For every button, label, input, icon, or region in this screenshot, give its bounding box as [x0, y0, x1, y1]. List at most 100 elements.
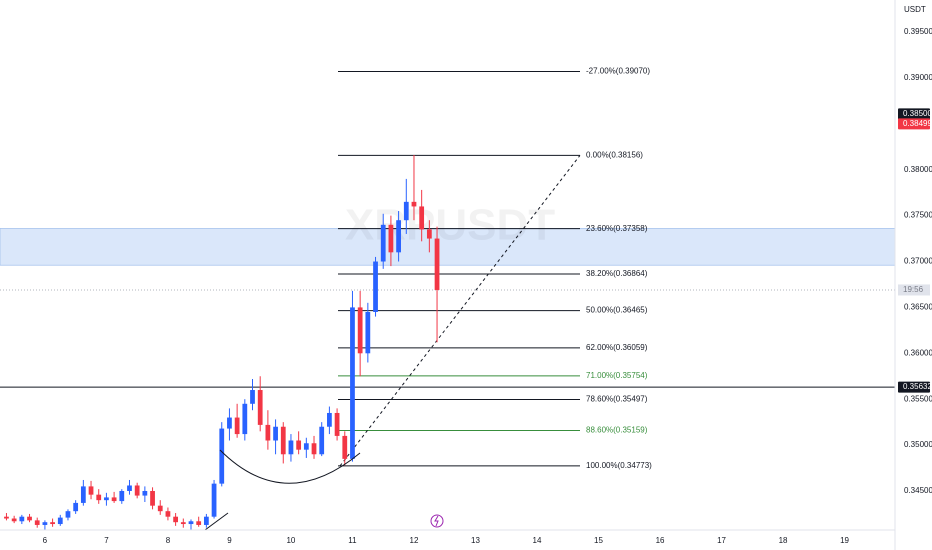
y-tick-label: 0.35500: [904, 394, 932, 403]
x-tick-label: 17: [717, 536, 726, 545]
candle-body: [134, 485, 140, 496]
candle-body: [242, 403, 248, 435]
candle-body: [50, 522, 55, 525]
y-tick-label: 0.37000: [904, 257, 932, 266]
x-tick-label: 13: [471, 536, 480, 545]
candle-body: [196, 521, 202, 525]
candle-body: [357, 307, 363, 354]
candle-body: [203, 516, 209, 525]
zone: [0, 228, 896, 266]
currency-label: USDT: [904, 5, 926, 14]
fib-level-label: 23.60%(0.37358): [586, 224, 648, 233]
price-label: 0.38500: [903, 109, 932, 118]
price-label: 0.35632: [903, 382, 932, 391]
candle-body: [96, 494, 102, 501]
candle-body: [327, 412, 332, 427]
candle-body: [188, 521, 194, 525]
fib-level-label: -27.00%(0.39070): [586, 67, 650, 76]
candle-body: [350, 307, 355, 459]
candle-body: [319, 426, 325, 455]
candle-body: [365, 311, 371, 354]
candle-body: [104, 497, 109, 501]
price-label-bg: [898, 381, 930, 393]
candle-body: [342, 435, 348, 459]
candle-body: [280, 426, 286, 455]
candle-body: [373, 261, 378, 312]
price-label: 0.38499: [903, 119, 932, 128]
x-tick-label: 14: [533, 536, 542, 545]
fib-level-label: 0.00%(0.38156): [586, 151, 643, 160]
candle-body: [119, 490, 125, 502]
x-tick-label: 6: [43, 536, 48, 545]
candle-body: [80, 486, 86, 503]
candle-body: [303, 443, 309, 450]
candle-body: [211, 483, 217, 517]
candle-body: [311, 443, 317, 455]
candle-body: [234, 417, 240, 435]
candle-body: [250, 390, 255, 404]
price-label-bg: [898, 108, 930, 120]
fib-level-label: 78.60%(0.35497): [586, 395, 648, 404]
candle-body: [403, 201, 409, 221]
candle-body: [34, 520, 40, 525]
x-tick-label: 10: [286, 536, 295, 545]
y-tick-label: 0.36500: [904, 303, 932, 312]
candle-body: [434, 238, 440, 290]
x-tick-label: 18: [779, 536, 788, 545]
x-tick-label: 9: [227, 536, 232, 545]
y-tick-label: 0.37500: [904, 211, 932, 220]
y-tick-label: 0.39000: [904, 73, 932, 82]
candle-body: [411, 201, 417, 207]
candle-body: [27, 516, 32, 521]
candle-body: [4, 516, 9, 519]
x-tick-label: 15: [594, 536, 603, 545]
candle-body: [219, 428, 225, 484]
x-tick-label: 16: [656, 536, 665, 545]
y-tick-label: 0.35000: [904, 440, 932, 449]
candle-body: [296, 440, 302, 450]
y-tick-label: 0.34500: [904, 486, 932, 495]
candle-body: [273, 426, 278, 441]
countdown-label: 19:56: [903, 285, 924, 294]
candle-body: [19, 516, 25, 522]
candle-body: [157, 505, 163, 512]
fib-level-label: 50.00%(0.36465): [586, 306, 648, 315]
fib-level-label: 71.00%(0.35754): [586, 371, 648, 380]
x-tick-label: 11: [348, 536, 357, 545]
candle-body: [426, 229, 432, 239]
candle-body: [150, 490, 155, 506]
candle-body: [388, 224, 394, 253]
countdown-bg: [898, 284, 930, 296]
candle-body: [227, 417, 232, 429]
fib-level-label: 88.60%(0.35159): [586, 426, 648, 435]
candle-body: [127, 485, 132, 491]
event-icon-bolt: [434, 515, 439, 527]
candle-body: [88, 486, 94, 495]
candle-body: [173, 516, 179, 523]
fib-level-label: 100.00%(0.34773): [586, 461, 652, 470]
candle-body: [265, 424, 271, 441]
rounding-bottom-arc: [219, 449, 361, 484]
candle-body: [180, 522, 186, 525]
candle-body: [380, 224, 386, 262]
price-label-bg: [898, 118, 930, 130]
y-tick-label: 0.38000: [904, 165, 932, 174]
candle-body: [57, 517, 63, 525]
x-tick-label: 12: [410, 536, 419, 545]
candle-body: [165, 511, 171, 517]
candle-body: [73, 502, 79, 512]
y-tick-label: 0.36000: [904, 348, 932, 357]
candle-body: [288, 440, 294, 455]
fib-level-label: 38.20%(0.36864): [586, 269, 648, 278]
candle-body: [396, 220, 401, 253]
trend-line: [204, 512, 229, 531]
fib-level-label: 62.00%(0.36059): [586, 343, 648, 352]
y-tick-label: 0.39500: [904, 27, 932, 36]
x-tick-label: 7: [104, 536, 109, 545]
candle-body: [111, 497, 117, 502]
candle-body: [419, 206, 425, 230]
watermark: XRPUSDT: [345, 201, 555, 250]
candle-body: [334, 412, 340, 436]
